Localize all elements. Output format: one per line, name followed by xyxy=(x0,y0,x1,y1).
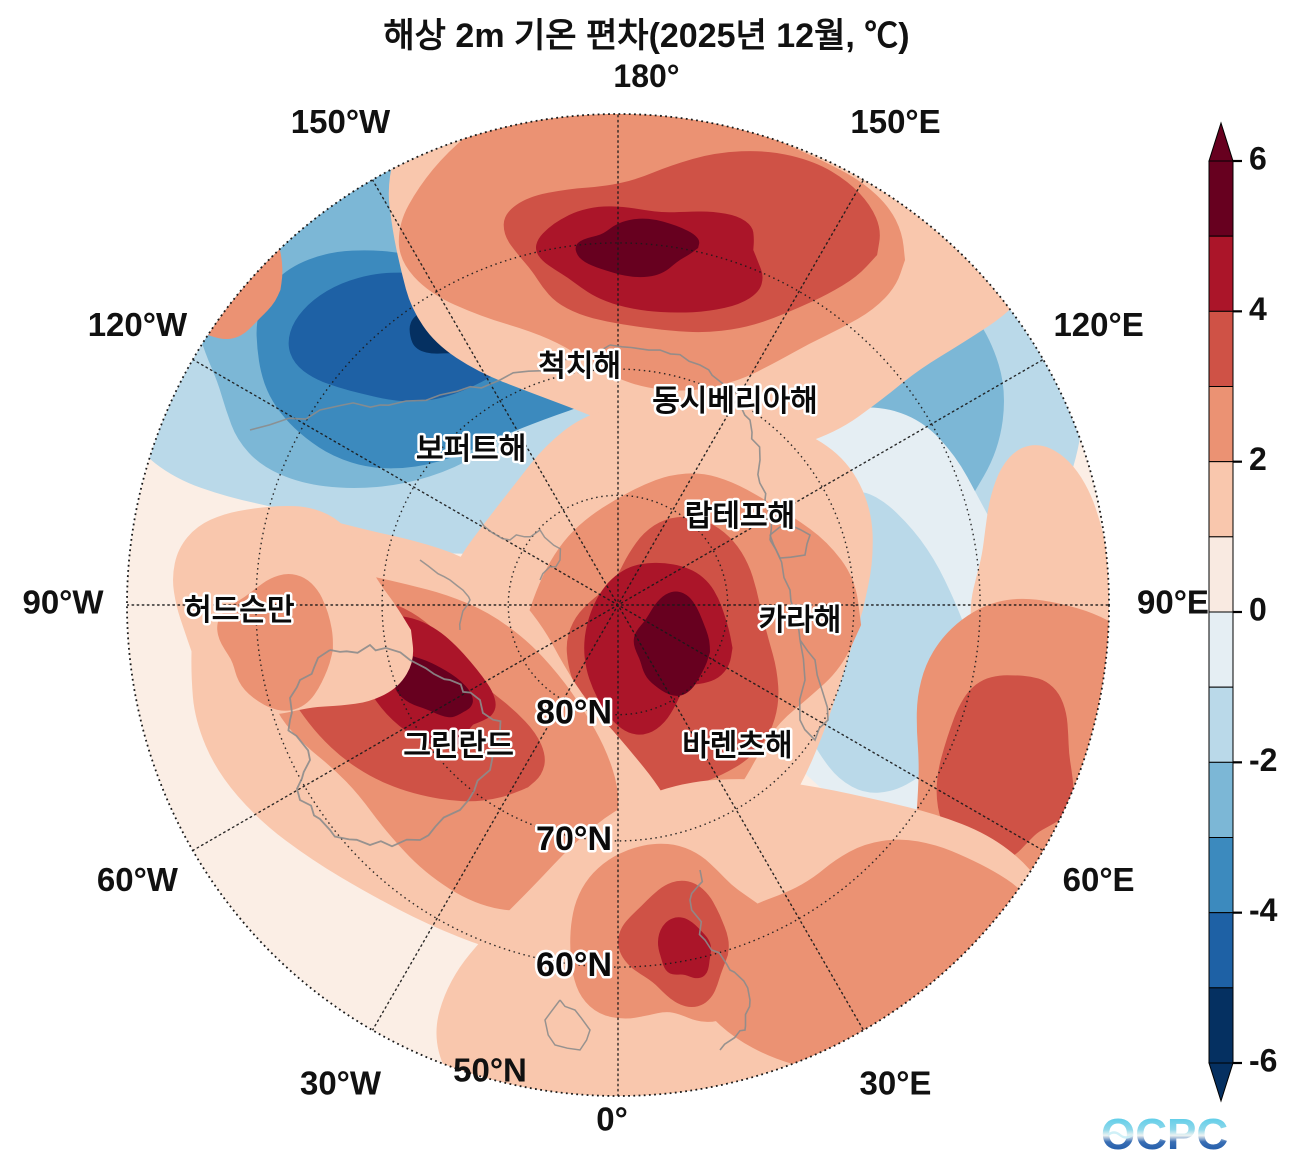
svg-text:60°E: 60°E xyxy=(1063,861,1135,898)
svg-text:-4: -4 xyxy=(1249,892,1278,928)
svg-text:OCPC: OCPC xyxy=(1101,1110,1228,1157)
svg-text:동시베리아해: 동시베리아해 xyxy=(652,385,818,418)
svg-text:90°W: 90°W xyxy=(22,584,104,621)
svg-text:60°W: 60°W xyxy=(97,861,179,898)
svg-text:0°: 0° xyxy=(596,1101,628,1138)
svg-text:60°N: 60°N xyxy=(536,946,612,984)
svg-text:-6: -6 xyxy=(1249,1042,1277,1078)
svg-text:150°W: 150°W xyxy=(291,103,391,140)
svg-text:카라해: 카라해 xyxy=(759,604,842,637)
svg-text:보퍼트해: 보퍼트해 xyxy=(416,433,526,466)
svg-text:30°E: 30°E xyxy=(860,1064,932,1101)
svg-text:30°W: 30°W xyxy=(300,1064,382,1101)
svg-text:바렌츠해: 바렌츠해 xyxy=(682,730,792,763)
svg-text:그린란드: 그린란드 xyxy=(403,730,513,763)
svg-text:6: 6 xyxy=(1249,140,1267,176)
svg-text:4: 4 xyxy=(1249,291,1267,327)
svg-text:50°N: 50°N xyxy=(453,1052,527,1089)
svg-text:90°E: 90°E xyxy=(1137,584,1209,621)
svg-text:150°E: 150°E xyxy=(850,103,940,140)
svg-text:80°N: 80°N xyxy=(536,694,612,732)
svg-text:허드슨만: 허드슨만 xyxy=(184,594,295,627)
svg-text:랍테프해: 랍테프해 xyxy=(685,500,795,533)
svg-text:0: 0 xyxy=(1249,591,1267,627)
svg-text:-2: -2 xyxy=(1249,742,1277,778)
svg-text:120°W: 120°W xyxy=(88,306,188,343)
svg-text:2: 2 xyxy=(1249,441,1267,477)
svg-text:척치해: 척치해 xyxy=(538,350,621,383)
svg-text:120°E: 120°E xyxy=(1053,306,1143,343)
svg-text:70°N: 70°N xyxy=(536,820,612,858)
